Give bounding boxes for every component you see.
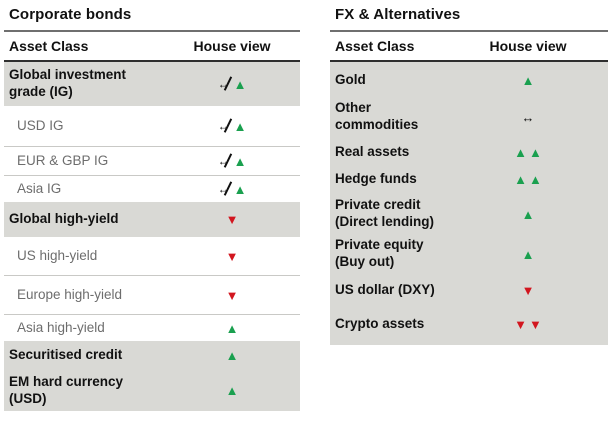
house-view-cell: ▲ bbox=[172, 349, 292, 362]
asset-row-global-high-yield: Global high-yield ▼ bbox=[4, 202, 300, 237]
asset-class-column-header: Asset Class bbox=[9, 38, 89, 54]
asset-class-label: Other commodities bbox=[335, 100, 419, 132]
asset-class-label: Securitised credit bbox=[9, 347, 123, 363]
asset-class-label: Asia high-yield bbox=[17, 319, 105, 335]
down-triangle-icon: ▼ bbox=[225, 248, 239, 264]
asset-row-private-equity-buy-out: Private equity (Buy out) ▲ bbox=[330, 235, 608, 273]
house-view-cell: ↔ ▲ bbox=[172, 78, 292, 91]
house-view-cell: ↔ bbox=[468, 111, 588, 124]
changed-from-neutral-icon: ↔ bbox=[217, 154, 230, 168]
asset-class-label: Real assets bbox=[335, 143, 410, 159]
corporate-bonds-table: Corporate bonds Asset Class House view G… bbox=[4, 6, 300, 411]
house-view-cell: ↔ ▲ bbox=[172, 120, 292, 133]
asset-row-global-investment-grade-ig: Global investment grade (IG) ↔ ▲ bbox=[4, 62, 300, 106]
house-view-column-header: House view bbox=[193, 38, 271, 54]
asset-class-label: US dollar (DXY) bbox=[335, 281, 435, 297]
neutral-arrow-icon: ↔ bbox=[521, 109, 535, 125]
house-view-cell: ↔ ▲ bbox=[172, 155, 292, 168]
house-view-cell: ▼ bbox=[172, 213, 292, 226]
asset-row-securitised-credit: Securitised credit ▲ bbox=[4, 341, 300, 370]
table-body: Gold ▲ Other commodities ↔ Real assets ▲ ▲ Hedg… bbox=[330, 62, 608, 345]
house-view-column-header: House view bbox=[489, 38, 567, 54]
title-divider bbox=[330, 30, 608, 32]
asset-row-hedge-funds: Hedge funds ▲ ▲ bbox=[330, 165, 608, 193]
up-triangle-icon: ▲ bbox=[514, 144, 527, 160]
table-title-corporate-bonds: Corporate bonds bbox=[9, 6, 132, 23]
table-header: Asset Class House view bbox=[330, 32, 608, 60]
title-divider bbox=[4, 30, 300, 32]
asset-class-label: Hedge funds bbox=[335, 170, 417, 186]
house-view-cell: ↔ ▲ bbox=[172, 183, 292, 196]
down-triangle-icon: ▼ bbox=[521, 282, 535, 298]
up-triangle-icon: ▲ bbox=[521, 72, 535, 88]
up-triangle-icon: ▲ bbox=[514, 171, 527, 187]
asset-row-other-commodities: Other commodities ↔ bbox=[330, 95, 608, 139]
up-triangle-icon: ▲ bbox=[529, 144, 542, 160]
asset-class-label: Private equity (Buy out) bbox=[335, 237, 424, 269]
up-triangle-icon: ▲ bbox=[233, 118, 247, 134]
header-divider bbox=[330, 60, 608, 62]
asset-class-label: Gold bbox=[335, 71, 366, 87]
asset-row-us-high-yield: US high-yield ▼ bbox=[4, 237, 300, 276]
house-view-cell: ▲ bbox=[468, 74, 588, 87]
up-triangle-icon: ▲ bbox=[521, 206, 535, 222]
house-view-cell: ▲ bbox=[172, 384, 292, 397]
house-view-cell: ▼ ▼ bbox=[468, 318, 588, 331]
house-view-cell: ▲ ▲ bbox=[468, 173, 588, 186]
asset-class-label: EM hard currency (USD) bbox=[9, 373, 124, 406]
asset-row-eur-gbp-ig: EUR & GBP IG ↔ ▲ bbox=[4, 147, 300, 176]
asset-row-usd-ig: USD IG ↔ ▲ bbox=[4, 106, 300, 147]
table-body: Global investment grade (IG) ↔ ▲ USD IG ↔ ▲ EU… bbox=[4, 62, 300, 411]
up-triangle-icon: ▲ bbox=[225, 383, 239, 398]
asset-class-label: Crypto assets bbox=[335, 315, 425, 331]
asset-row-asia-high-yield: Asia high-yield ▲ bbox=[4, 315, 300, 341]
asset-class-label: Asia IG bbox=[17, 180, 62, 196]
up-triangle-icon: ▲ bbox=[233, 181, 247, 197]
asset-row-private-credit-direct-lending: Private credit (Direct lending) ▲ bbox=[330, 193, 608, 235]
header-divider bbox=[4, 60, 300, 62]
asset-row-em-hard-currency-usd: EM hard currency (USD) ▲ bbox=[4, 370, 300, 411]
asset-class-label: EUR & GBP IG bbox=[17, 152, 109, 168]
asset-row-us-dollar-dxy: US dollar (DXY) ▼ bbox=[330, 273, 608, 307]
changed-from-neutral-icon: ↔ bbox=[217, 182, 230, 196]
up-triangle-icon: ▲ bbox=[233, 76, 247, 92]
down-triangle-icon: ▼ bbox=[529, 316, 542, 332]
up-triangle-icon: ▲ bbox=[233, 153, 247, 169]
asset-class-label: USD IG bbox=[17, 117, 64, 133]
up-triangle-icon: ▲ bbox=[225, 348, 239, 363]
asset-class-label: US high-yield bbox=[17, 247, 98, 263]
asset-class-column-header: Asset Class bbox=[335, 38, 415, 54]
house-view-cell: ▼ bbox=[172, 289, 292, 302]
house-view-cell: ▼ bbox=[468, 284, 588, 297]
down-triangle-icon: ▼ bbox=[225, 287, 239, 303]
asset-row-asia-ig: Asia IG ↔ ▲ bbox=[4, 176, 300, 202]
asset-class-label: Private credit (Direct lending) bbox=[335, 197, 435, 229]
asset-class-label: Global high-yield bbox=[9, 211, 119, 227]
asset-row-real-assets: Real assets ▲ ▲ bbox=[330, 139, 608, 165]
table-title-fx-alternatives: FX & Alternatives bbox=[335, 6, 461, 23]
changed-from-neutral-icon: ↔ bbox=[217, 119, 230, 133]
up-triangle-icon: ▲ bbox=[225, 320, 239, 336]
asset-row-gold: Gold ▲ bbox=[330, 65, 608, 95]
fx-alternatives-table: FX & Alternatives Asset Class House view… bbox=[330, 6, 608, 345]
house-view-cell: ▲ bbox=[468, 248, 588, 261]
asset-class-label: Global investment grade (IG) bbox=[9, 67, 127, 99]
house-view-cell: ▲ ▲ bbox=[468, 146, 588, 159]
house-view-cell: ▲ bbox=[172, 322, 292, 335]
changed-from-neutral-icon: ↔ bbox=[217, 77, 230, 91]
up-triangle-icon: ▲ bbox=[521, 246, 535, 262]
table-header: Asset Class House view bbox=[4, 32, 300, 60]
down-triangle-icon: ▼ bbox=[514, 316, 527, 332]
house-view-cell: ▼ bbox=[172, 250, 292, 263]
up-triangle-icon: ▲ bbox=[529, 171, 542, 187]
asset-class-label: Europe high-yield bbox=[17, 286, 123, 302]
house-view-cell: ▲ bbox=[468, 208, 588, 221]
asset-row-europe-high-yield: Europe high-yield ▼ bbox=[4, 276, 300, 315]
asset-row-crypto-assets: Crypto assets ▼ ▼ bbox=[330, 307, 608, 341]
down-triangle-icon: ▼ bbox=[225, 212, 239, 227]
